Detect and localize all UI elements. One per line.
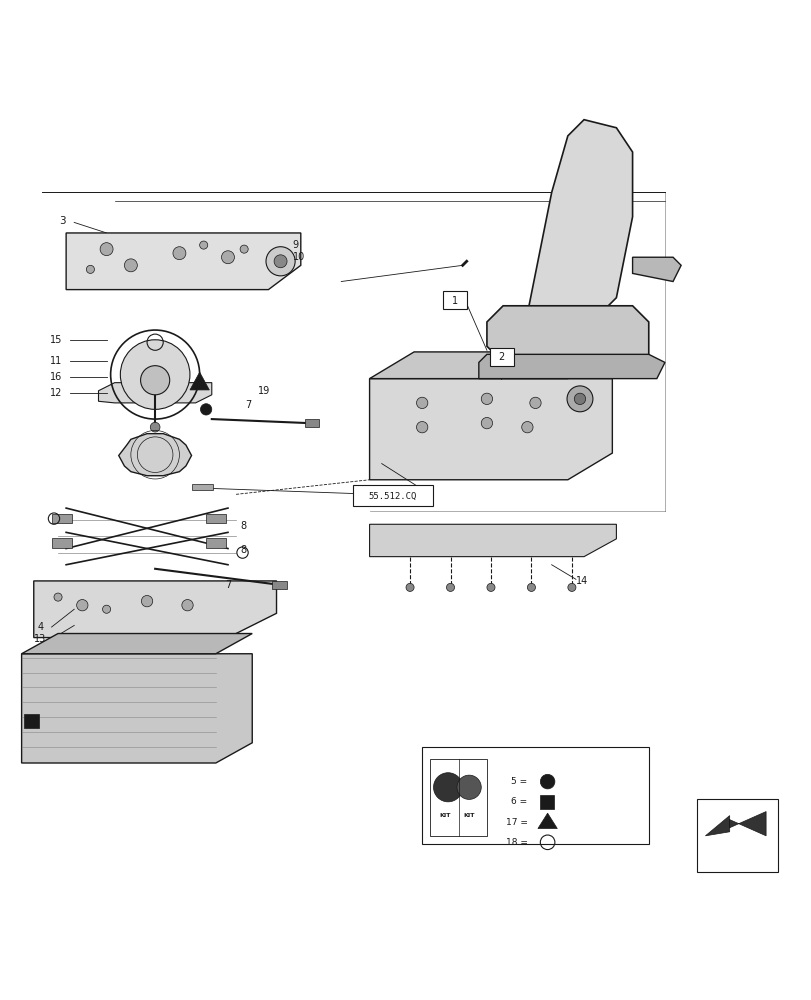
- Polygon shape: [487, 306, 648, 362]
- Polygon shape: [519, 120, 632, 322]
- Circle shape: [567, 583, 575, 591]
- Circle shape: [120, 340, 190, 409]
- Bar: [304, 419, 319, 427]
- Circle shape: [573, 393, 585, 405]
- Circle shape: [526, 583, 534, 591]
- Polygon shape: [22, 654, 252, 763]
- Bar: [24, 714, 39, 728]
- Text: 8: 8: [240, 545, 246, 555]
- Circle shape: [124, 259, 137, 272]
- Bar: [52, 538, 71, 548]
- Circle shape: [416, 422, 427, 433]
- Circle shape: [481, 417, 492, 429]
- Circle shape: [446, 583, 454, 591]
- Text: 5 =: 5 =: [511, 777, 526, 786]
- Text: 55.512.CQ: 55.512.CQ: [368, 491, 417, 500]
- FancyBboxPatch shape: [443, 291, 466, 309]
- Circle shape: [86, 265, 94, 273]
- Bar: [422, 747, 648, 844]
- Bar: [206, 514, 225, 523]
- Text: 10: 10: [292, 252, 305, 262]
- Circle shape: [141, 595, 152, 607]
- Circle shape: [566, 386, 592, 412]
- Text: 17 =: 17 =: [505, 818, 526, 827]
- Text: 8: 8: [240, 521, 246, 531]
- Text: 13: 13: [34, 634, 46, 644]
- Polygon shape: [632, 257, 680, 282]
- Circle shape: [433, 773, 462, 802]
- Text: 9: 9: [292, 240, 298, 250]
- Bar: [353, 485, 432, 506]
- Polygon shape: [369, 524, 616, 557]
- Circle shape: [140, 366, 169, 395]
- Circle shape: [529, 397, 540, 409]
- Polygon shape: [190, 372, 209, 390]
- Text: KIT: KIT: [439, 813, 450, 818]
- Circle shape: [150, 422, 160, 432]
- Polygon shape: [22, 634, 252, 654]
- Polygon shape: [478, 354, 664, 379]
- Circle shape: [173, 247, 186, 260]
- Text: 7: 7: [245, 400, 251, 410]
- Polygon shape: [34, 581, 277, 638]
- Bar: [206, 538, 225, 548]
- Bar: [539, 795, 553, 809]
- Text: 16: 16: [50, 372, 62, 382]
- Circle shape: [240, 245, 248, 253]
- Text: 4: 4: [37, 622, 43, 632]
- Text: 19: 19: [258, 386, 270, 396]
- Bar: [697, 799, 777, 872]
- Circle shape: [200, 404, 212, 415]
- FancyBboxPatch shape: [490, 348, 513, 366]
- Polygon shape: [369, 352, 611, 379]
- Circle shape: [54, 593, 62, 601]
- Circle shape: [416, 397, 427, 409]
- Circle shape: [274, 255, 287, 268]
- Polygon shape: [66, 233, 300, 290]
- Bar: [52, 514, 71, 523]
- Circle shape: [147, 366, 163, 383]
- Circle shape: [457, 775, 481, 799]
- Text: 15: 15: [50, 335, 62, 345]
- Polygon shape: [537, 813, 556, 829]
- Polygon shape: [705, 812, 765, 836]
- Circle shape: [102, 605, 110, 613]
- Circle shape: [521, 422, 532, 433]
- Text: 3: 3: [58, 216, 66, 226]
- Circle shape: [76, 600, 88, 611]
- Text: 1: 1: [451, 296, 457, 306]
- Circle shape: [221, 251, 234, 264]
- Polygon shape: [118, 434, 191, 476]
- Text: 11: 11: [50, 356, 62, 366]
- Bar: [430, 759, 487, 836]
- Circle shape: [481, 393, 492, 405]
- Circle shape: [487, 583, 495, 591]
- Text: 2: 2: [498, 352, 504, 362]
- Polygon shape: [369, 379, 611, 480]
- Text: KIT: KIT: [463, 813, 474, 818]
- Circle shape: [539, 774, 554, 789]
- Circle shape: [182, 600, 193, 611]
- Polygon shape: [98, 383, 212, 403]
- Text: 6 =: 6 =: [511, 797, 526, 806]
- Bar: [192, 484, 212, 490]
- Circle shape: [406, 583, 414, 591]
- Circle shape: [200, 241, 208, 249]
- Text: 7: 7: [225, 580, 231, 590]
- Text: 18 =: 18 =: [505, 838, 526, 847]
- Circle shape: [266, 247, 294, 276]
- Bar: [272, 581, 287, 589]
- Text: 14: 14: [575, 576, 587, 586]
- Text: 12: 12: [50, 388, 62, 398]
- Circle shape: [100, 243, 113, 256]
